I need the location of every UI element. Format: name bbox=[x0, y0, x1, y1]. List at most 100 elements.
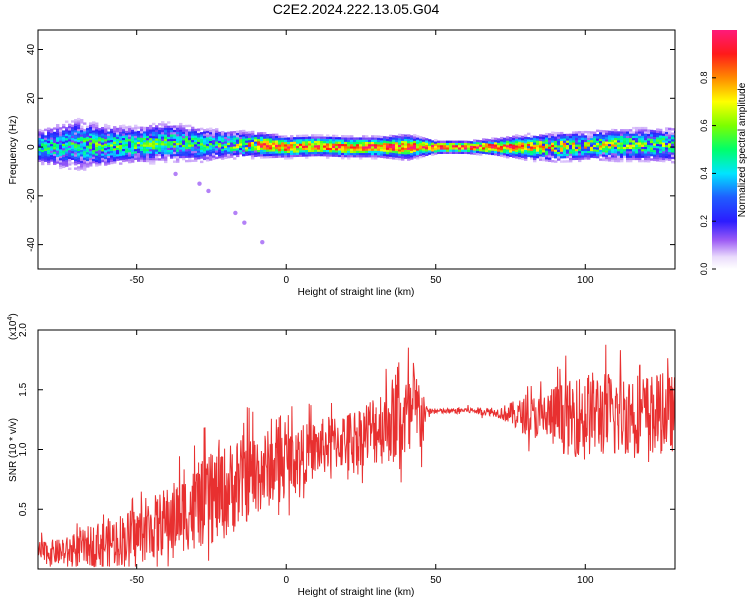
spectrogram-cell bbox=[527, 139, 531, 142]
spectrogram-cell bbox=[374, 139, 378, 142]
spectrogram-cell bbox=[515, 149, 519, 152]
spectrogram-cell bbox=[359, 139, 363, 142]
spectrogram-cell bbox=[83, 146, 87, 149]
spectrogram-cell bbox=[536, 138, 540, 141]
spectrogram-cell bbox=[311, 136, 315, 139]
spectrogram-cell bbox=[218, 142, 222, 146]
spectrogram-cell bbox=[194, 135, 198, 138]
spectrogram-cell bbox=[404, 156, 408, 159]
spectrogram-cell bbox=[344, 137, 348, 140]
spectrogram-cell bbox=[569, 140, 573, 143]
spectrogram-cell bbox=[410, 137, 414, 140]
spectrogram-cell bbox=[548, 159, 552, 162]
spectrogram-cell bbox=[536, 142, 540, 146]
spectrogram-cell bbox=[182, 153, 186, 156]
spectrogram-cell bbox=[146, 142, 150, 145]
spectrogram-cell bbox=[389, 143, 393, 146]
spectrogram-cell bbox=[452, 142, 456, 146]
spectrogram-cell bbox=[161, 123, 165, 126]
spectrogram-cell bbox=[599, 145, 603, 148]
spectrogram-cell bbox=[263, 149, 267, 152]
spectrogram-cell bbox=[587, 144, 591, 147]
spectrogram-cell bbox=[203, 146, 207, 150]
spectrogram-cell bbox=[656, 128, 660, 131]
spectrogram-cell bbox=[350, 144, 354, 147]
spectrogram-cell bbox=[311, 151, 315, 155]
spectrogram-cell bbox=[653, 156, 657, 159]
spectrogram-cell bbox=[104, 123, 108, 127]
spectrogram-cell bbox=[593, 140, 597, 143]
spectrogram-cell bbox=[368, 137, 372, 140]
spectrogram-cell bbox=[371, 152, 375, 156]
spectrogram-cell bbox=[125, 130, 129, 133]
spectrogram-cell bbox=[215, 143, 219, 146]
spectrogram-cell bbox=[101, 131, 105, 134]
spectrogram-cell bbox=[80, 125, 84, 128]
spectrogram-cell bbox=[485, 149, 489, 153]
spectrogram-cell bbox=[494, 142, 498, 145]
spectrogram-x-ticks: -50 0 50 100 bbox=[129, 30, 594, 286]
spectrogram-cell bbox=[386, 138, 390, 142]
spectrogram-cell bbox=[185, 149, 189, 152]
spectrogram-cell bbox=[101, 140, 105, 143]
snr-x-axis-label: Height of straight line (km) bbox=[298, 587, 415, 598]
spectrogram-cell bbox=[314, 136, 318, 139]
spectrogram-cell bbox=[206, 128, 210, 131]
spectrogram-cell bbox=[149, 135, 153, 139]
spectrogram-cell bbox=[653, 136, 657, 140]
spectrogram-cell bbox=[497, 140, 501, 143]
spectrogram-cell bbox=[374, 137, 378, 140]
colorbar: 0.00.20.40.60.8 Normalized spectral ampl… bbox=[699, 30, 748, 275]
spectrogram-x-tick-label: 50 bbox=[430, 275, 442, 286]
spectrogram-cell bbox=[299, 147, 303, 151]
spectrogram-cell bbox=[527, 152, 531, 155]
snr-y-tick-label: 1.0 bbox=[18, 442, 29, 456]
spectrogram-cell bbox=[587, 146, 591, 149]
spectrogram-cell bbox=[152, 160, 156, 163]
spectrogram-cell bbox=[305, 147, 309, 150]
spectrogram-cell bbox=[251, 139, 255, 142]
spectrogram-cell bbox=[71, 135, 75, 139]
spectrogram-cell bbox=[305, 156, 309, 159]
spectrogram-cell bbox=[587, 155, 591, 158]
spectrogram-cell bbox=[530, 146, 534, 149]
spectrogram-cell bbox=[599, 136, 603, 139]
spectrogram-cell bbox=[530, 144, 534, 147]
spectrogram-cell bbox=[470, 147, 474, 151]
spectrogram-cell bbox=[287, 157, 291, 160]
spectrogram-cell bbox=[218, 147, 222, 150]
spectrogram-cell bbox=[356, 155, 360, 158]
spectrogram-cell bbox=[194, 152, 198, 156]
spectrogram-cell bbox=[254, 143, 258, 146]
spectrogram-cell bbox=[65, 142, 69, 145]
spectrogram-cell bbox=[641, 142, 645, 145]
spectrogram-cell bbox=[182, 149, 186, 152]
spectrogram-cell bbox=[641, 159, 645, 163]
spectrogram-cell bbox=[254, 150, 258, 153]
spectrogram-cell bbox=[92, 149, 96, 153]
spectrogram-cell bbox=[173, 143, 177, 146]
spectrogram-cell bbox=[83, 164, 87, 167]
spectrogram-cell bbox=[278, 151, 282, 154]
spectrogram-cell bbox=[173, 147, 177, 150]
spectrogram-cell bbox=[503, 142, 507, 145]
spectrogram-cell bbox=[47, 147, 51, 150]
spectrogram-cell bbox=[656, 139, 660, 142]
spectrogram-cell bbox=[134, 144, 138, 147]
spectrogram-cell bbox=[629, 135, 633, 139]
spectrogram-cell bbox=[449, 151, 453, 154]
spectrogram-cell bbox=[191, 128, 195, 132]
spectrogram-cell bbox=[395, 155, 399, 158]
spectrogram-cell bbox=[482, 144, 486, 148]
spectrogram-cell bbox=[110, 153, 114, 156]
spectrogram-cell bbox=[56, 137, 60, 140]
spectrogram-cell bbox=[608, 141, 612, 145]
spectrogram-cell bbox=[473, 141, 477, 144]
spectrogram-cell bbox=[107, 151, 111, 154]
spectrogram-cell bbox=[335, 148, 339, 151]
spectrogram-cell bbox=[161, 132, 165, 135]
spectrogram-cell bbox=[293, 141, 297, 144]
spectrogram-cell bbox=[287, 139, 291, 142]
spectrogram-cell bbox=[182, 140, 186, 143]
